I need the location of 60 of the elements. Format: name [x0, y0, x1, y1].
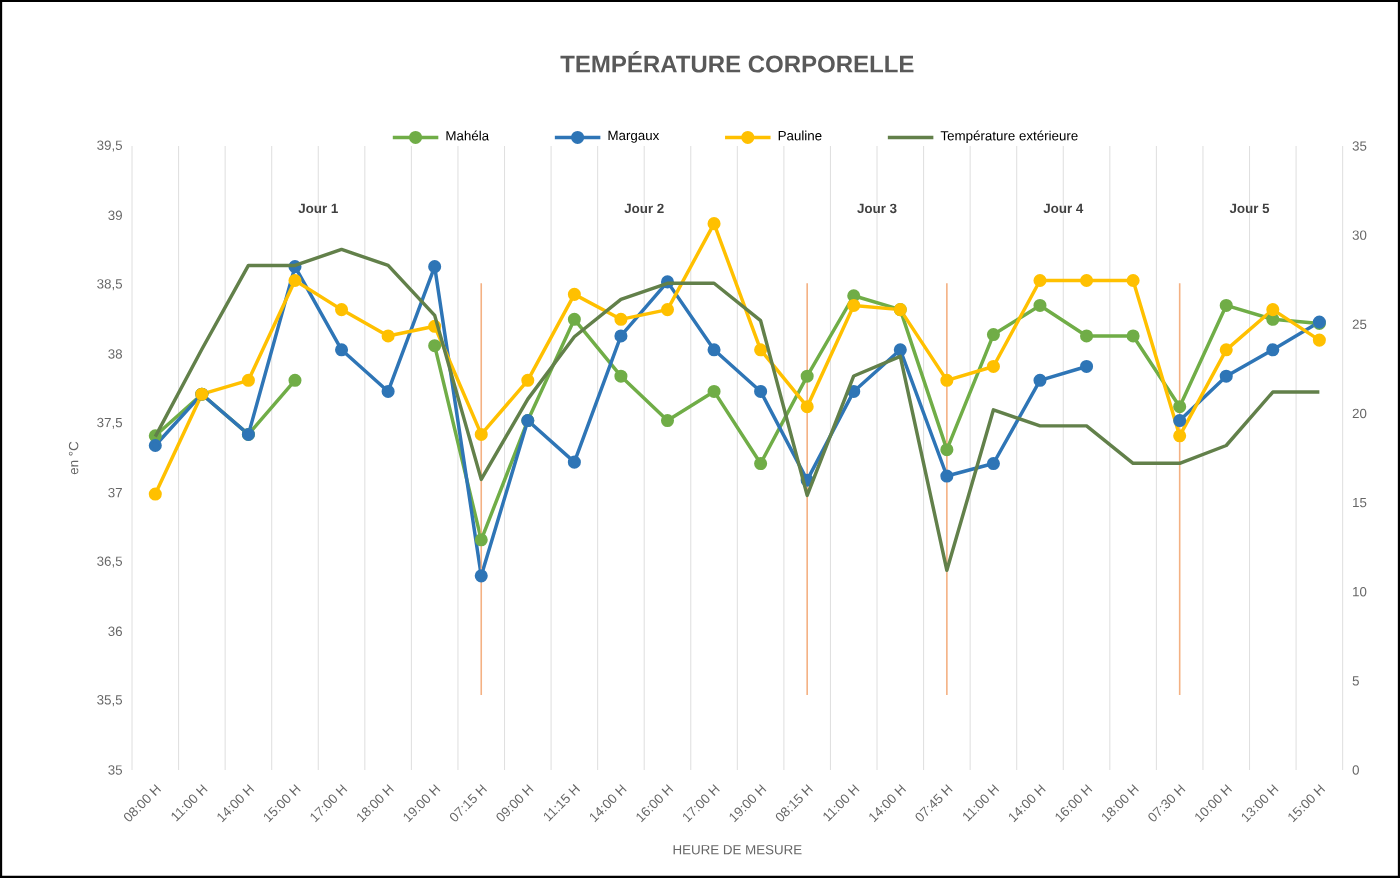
point: [847, 289, 861, 303]
point: [1033, 373, 1047, 387]
point: [1312, 333, 1326, 347]
point: [800, 400, 814, 414]
point: [1080, 359, 1094, 374]
chart-title: TEMPÉRATURE CORPORELLE: [560, 51, 914, 73]
point: [335, 303, 349, 317]
point: [428, 260, 442, 274]
point: [1219, 343, 1233, 357]
point: [940, 373, 954, 387]
point: [940, 469, 954, 483]
point: [1219, 298, 1233, 312]
point: [800, 369, 814, 383]
point: [148, 487, 162, 501]
point: [288, 373, 302, 387]
point: [754, 343, 768, 357]
point: [847, 384, 861, 398]
point: [893, 343, 907, 357]
point: [986, 359, 1000, 374]
point: [474, 427, 488, 441]
point: [381, 329, 395, 343]
point: [521, 373, 535, 387]
point: [1080, 273, 1094, 288]
point: [847, 298, 861, 312]
point: [1126, 273, 1140, 288]
point: [614, 329, 628, 343]
point: [1173, 400, 1187, 414]
point: [381, 384, 395, 398]
point: [1126, 329, 1140, 343]
point: [754, 384, 768, 398]
point: [707, 384, 721, 398]
point: [1033, 273, 1047, 288]
point: [567, 312, 581, 326]
point: [428, 339, 442, 353]
point: [986, 456, 1000, 471]
point: [1219, 369, 1233, 383]
point: [754, 456, 768, 471]
point: [1173, 414, 1187, 428]
point: [940, 443, 954, 457]
point: [1266, 343, 1280, 357]
point: [707, 217, 721, 231]
point: [567, 455, 581, 469]
point: [567, 287, 581, 301]
point: [1266, 303, 1280, 317]
point: [614, 312, 628, 326]
point: [335, 343, 349, 357]
point: [241, 373, 255, 387]
point: [1080, 329, 1094, 343]
point: [148, 438, 162, 453]
point: [474, 569, 488, 583]
point: [707, 343, 721, 357]
point: [1266, 312, 1280, 326]
point: [660, 414, 675, 428]
point: [1033, 298, 1047, 312]
point: [1173, 429, 1187, 443]
point: [986, 328, 1000, 342]
point: [660, 303, 675, 317]
point: [614, 369, 628, 383]
point: [288, 273, 302, 288]
point: [474, 533, 488, 547]
